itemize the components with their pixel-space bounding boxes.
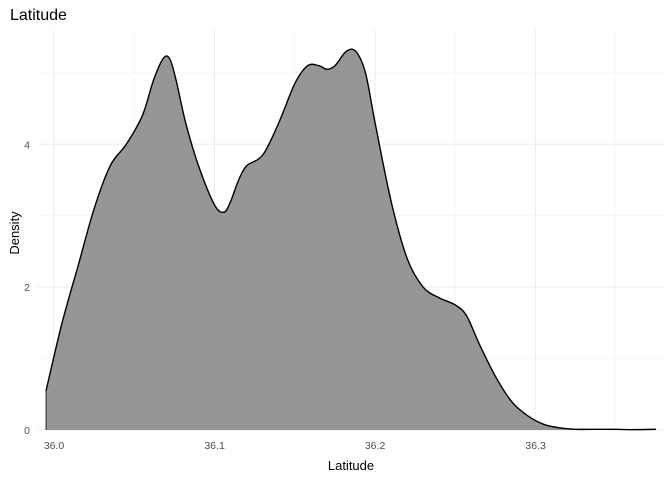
density-area <box>46 49 656 430</box>
chart-title: Latitude <box>10 7 67 24</box>
y-tick-label: 2 <box>24 282 30 294</box>
plot-area <box>45 48 656 431</box>
x-tick-label: 36.1 <box>204 440 225 452</box>
density-line <box>45 48 656 431</box>
y-tick-label: 4 <box>24 139 30 151</box>
x-tick-label: 36.3 <box>525 440 546 452</box>
axis-ticks: 36.0 36.1 36.2 36.3 0 2 4 <box>24 139 546 452</box>
x-tick-label: 36.0 <box>44 440 65 452</box>
x-axis-title: Latitude <box>328 458 374 473</box>
y-tick-label: 0 <box>24 425 30 437</box>
y-axis-title: Density <box>7 211 22 255</box>
x-tick-label: 36.2 <box>365 440 386 452</box>
